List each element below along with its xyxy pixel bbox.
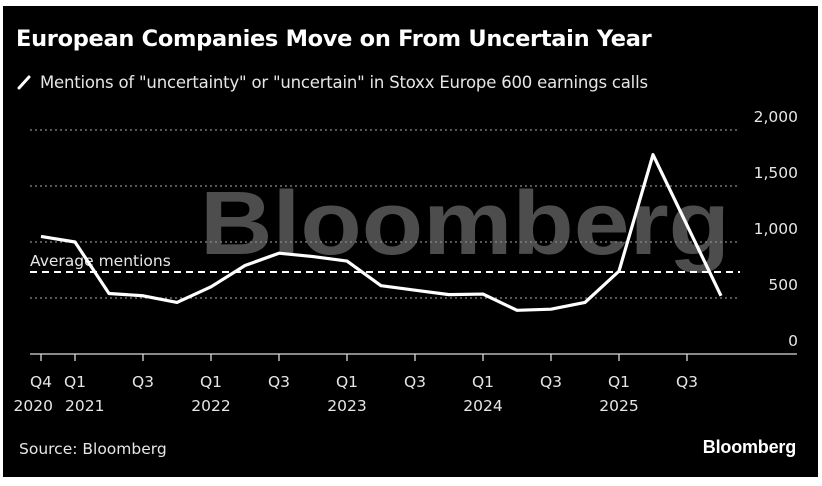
legend: Mentions of "uncertainty" or "uncertain"…: [16, 70, 648, 94]
x-tick-label: Q1: [200, 373, 222, 391]
x-tick-year-label: 2025: [599, 397, 638, 415]
x-tick-label: Q3: [540, 373, 562, 391]
x-tick-label: Q3: [404, 373, 426, 391]
legend-line-icon: [17, 75, 31, 90]
average-annotation: Average mentions: [30, 252, 740, 274]
watermark-text: Bloomberg: [200, 174, 730, 274]
x-tick-label: Q3: [268, 373, 290, 391]
y-tick-label: 500: [768, 276, 798, 294]
x-tick-year-label: 2021: [65, 397, 104, 415]
y-tick-label: 1,000: [754, 220, 798, 238]
y-axis-labels: 0 500 1,000 1,500 2,000: [754, 108, 798, 350]
series-layer: [40, 153, 723, 312]
y-tick-label: 2,000: [754, 108, 798, 126]
x-tick-year-label: 2024: [463, 397, 502, 415]
y-tick-label: 1,500: [754, 164, 798, 182]
x-tick-label: Q3: [132, 373, 154, 391]
chart-title: European Companies Move on From Uncertai…: [16, 26, 652, 52]
source-note: Source: Bloomberg: [19, 440, 167, 458]
gridlines: [30, 129, 740, 299]
x-tick-label: Q1: [608, 373, 630, 391]
legend-label: Mentions of "uncertainty" or "uncertain"…: [40, 72, 648, 92]
x-tick-label: Q3: [676, 373, 698, 391]
x-tick-year-label: 2023: [327, 397, 366, 415]
x-tick-label: Q4: [30, 373, 52, 391]
average-label: Average mentions: [30, 252, 171, 270]
y-tick-label: 0: [788, 332, 798, 350]
x-tick-label: Q1: [64, 373, 86, 391]
x-axis: Q4 2020 Q1 2021 Q3 Q1 2022 Q3 Q1 2023 Q3 Q1 2024 Q3 Q1…: [14, 353, 797, 415]
x-tick-year-label: 2020: [14, 397, 53, 415]
x-tick-label: Q1: [336, 373, 358, 391]
x-tick-label: Q1: [472, 373, 494, 391]
x-tick-year-label: 2022: [191, 397, 230, 415]
bloomberg-logo: Bloomberg: [702, 437, 796, 457]
